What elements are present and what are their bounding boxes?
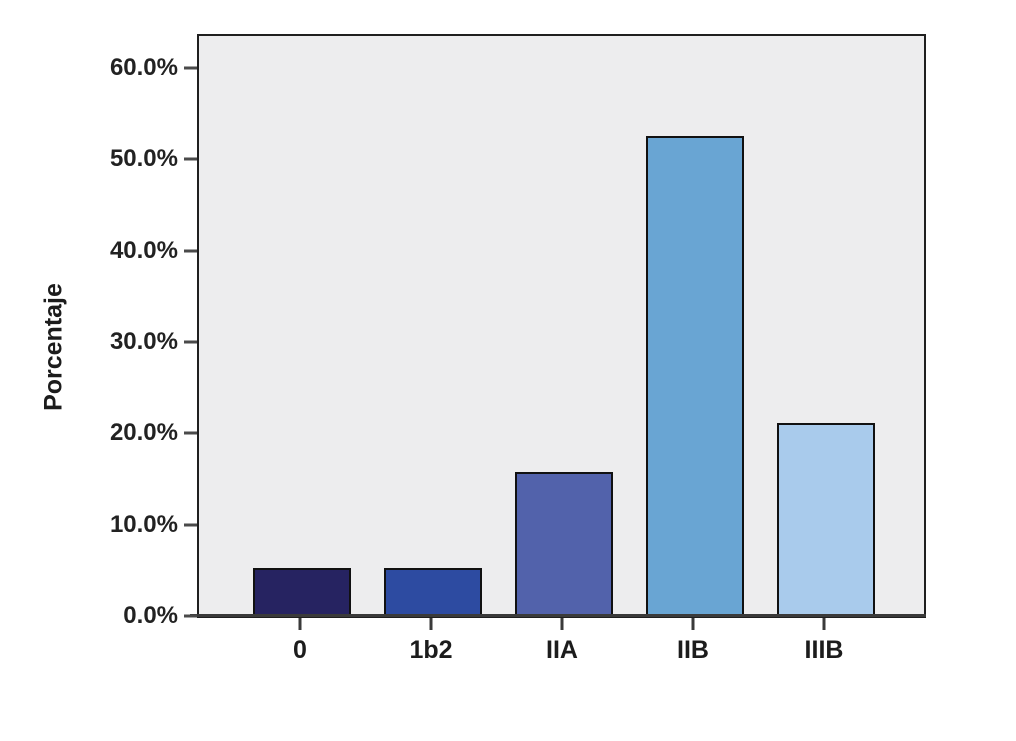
- x-tick-mark: [691, 618, 695, 630]
- y-tick-mark: [184, 431, 197, 435]
- plot-area: [197, 34, 926, 618]
- x-tick-mark: [298, 618, 302, 630]
- y-tick-label: 50.0%: [109, 145, 178, 173]
- x-tick-mark: [560, 618, 564, 630]
- y-tick-mark: [184, 249, 197, 253]
- x-tick-label-IIIB: IIIB: [804, 636, 844, 664]
- y-tick-label: 20.0%: [109, 419, 178, 447]
- y-tick-mark: [184, 157, 197, 161]
- bar-0: [253, 567, 351, 616]
- x-tick-label-IIA: IIA: [546, 636, 578, 664]
- y-tick-mark: [184, 66, 197, 70]
- y-tick-mark: [184, 614, 197, 618]
- bar-1b2: [384, 567, 482, 616]
- x-tick-label-1b2: 1b2: [409, 636, 453, 664]
- y-axis-label: Porcentaje: [39, 283, 68, 411]
- x-tick-mark: [822, 618, 826, 630]
- bar-IIA: [515, 471, 613, 616]
- y-tick-label: 60.0%: [109, 53, 178, 81]
- x-axis-line: [190, 614, 926, 617]
- bar-IIIB: [777, 423, 875, 616]
- bar-IIB: [646, 135, 744, 616]
- y-tick-label: 30.0%: [109, 327, 178, 355]
- x-tick-mark: [429, 618, 433, 630]
- x-tick-label-0: 0: [293, 636, 307, 664]
- y-tick-label: 0.0%: [123, 602, 178, 629]
- y-tick-label: 10.0%: [109, 510, 178, 538]
- y-tick-mark: [184, 340, 197, 344]
- x-tick-label-IIB: IIB: [677, 636, 709, 664]
- y-tick-mark: [184, 523, 197, 527]
- y-tick-label: 40.0%: [109, 236, 178, 264]
